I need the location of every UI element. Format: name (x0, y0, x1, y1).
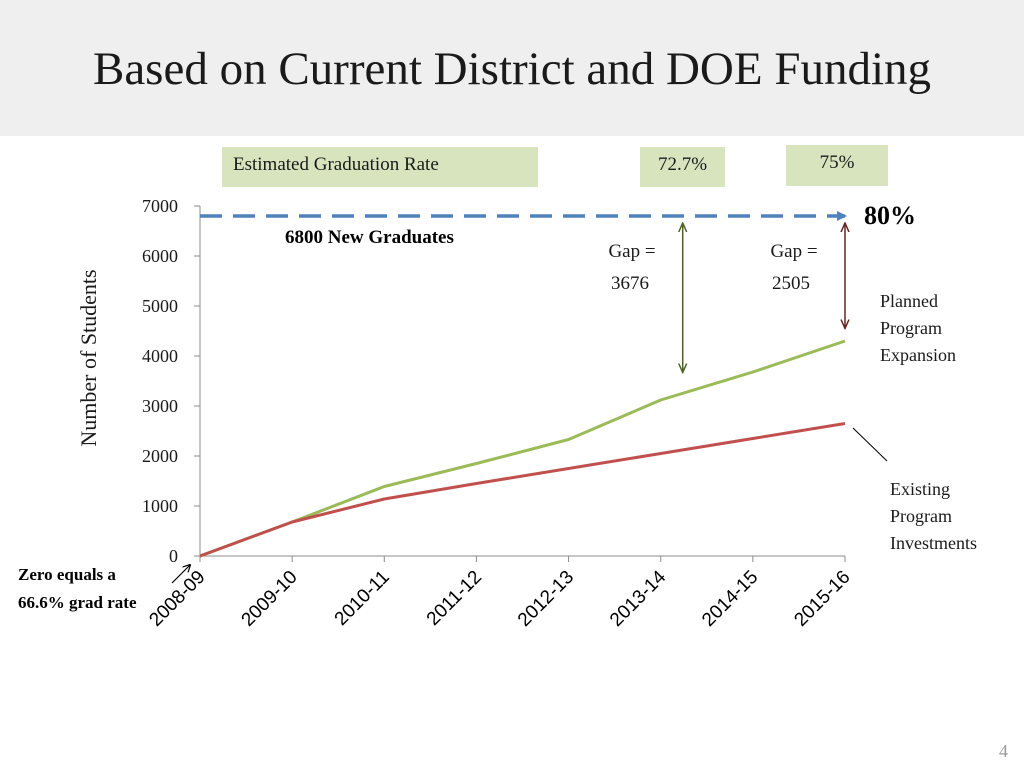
x-tick-label: 2012-13 (514, 567, 578, 631)
grad-rate-2013-box: 72.7% (640, 147, 725, 187)
zero-note-arrow (171, 565, 190, 584)
series-existing-line (199, 422, 846, 558)
page-number: 4 (999, 741, 1008, 761)
gap-arrows (683, 223, 845, 373)
existing-label-line3: Investments (890, 533, 977, 553)
x-tick-label: 2011-12 (423, 567, 486, 630)
x-tick-label: 2013-14 (606, 566, 670, 630)
x-tick-label: 2010-11 (331, 567, 394, 630)
y-tick-label: 5000 (142, 296, 178, 316)
series-planned-line (199, 339, 846, 558)
y-tick-label: 0 (169, 546, 178, 566)
gap2-label-line1: Gap = (770, 241, 817, 262)
existing-leader-line (852, 427, 888, 462)
zero-note-line1: Zero equals a (18, 565, 116, 584)
series-lines (199, 339, 846, 558)
y-tick-label: 4000 (142, 346, 178, 366)
y-tick-label: 1000 (142, 496, 178, 516)
x-tick-label: 2015-16 (790, 567, 854, 631)
grad-rate-2015-box: 75% (786, 145, 888, 186)
x-tick-label: 2008-09 (145, 567, 209, 631)
y-tick-label: 3000 (142, 396, 178, 416)
y-tick-label: 6000 (142, 246, 178, 266)
zero-note-line2: 66.6% grad rate (18, 593, 137, 612)
x-tick-label: 2014-15 (698, 567, 762, 631)
existing-label-line1: Existing (890, 479, 950, 499)
existing-label-line2: Program (890, 506, 952, 526)
grad-rate-label-box: Estimated Graduation Rate (222, 147, 538, 187)
planned-label-line3: Expansion (880, 345, 956, 365)
target-graduates-label: 6800 New Graduates (285, 227, 454, 248)
slide-title: Based on Current District and DOE Fundin… (92, 43, 932, 95)
header-band (0, 0, 1024, 136)
target-rate-label: 80% (864, 201, 916, 230)
axes (199, 206, 845, 557)
x-ticks: 2008-09 2009-10 2010-11 2011-12 2012-13 2013-… (145, 556, 855, 631)
y-tick-label: 7000 (142, 196, 178, 216)
gap2-label-line2: 2505 (772, 273, 810, 294)
y-ticks: 0 1000 2000 3000 4000 5000 6000 7000 (142, 196, 200, 566)
planned-label-line1: Planned (880, 291, 938, 311)
x-tick-label: 2009-10 (238, 567, 302, 631)
gap1-label-line1: Gap = (608, 241, 655, 262)
y-axis-label: Number of Students (76, 269, 101, 446)
y-tick-label: 2000 (142, 446, 178, 466)
planned-label-line2: Program (880, 318, 942, 338)
gap1-label-line2: 3676 (611, 273, 649, 294)
